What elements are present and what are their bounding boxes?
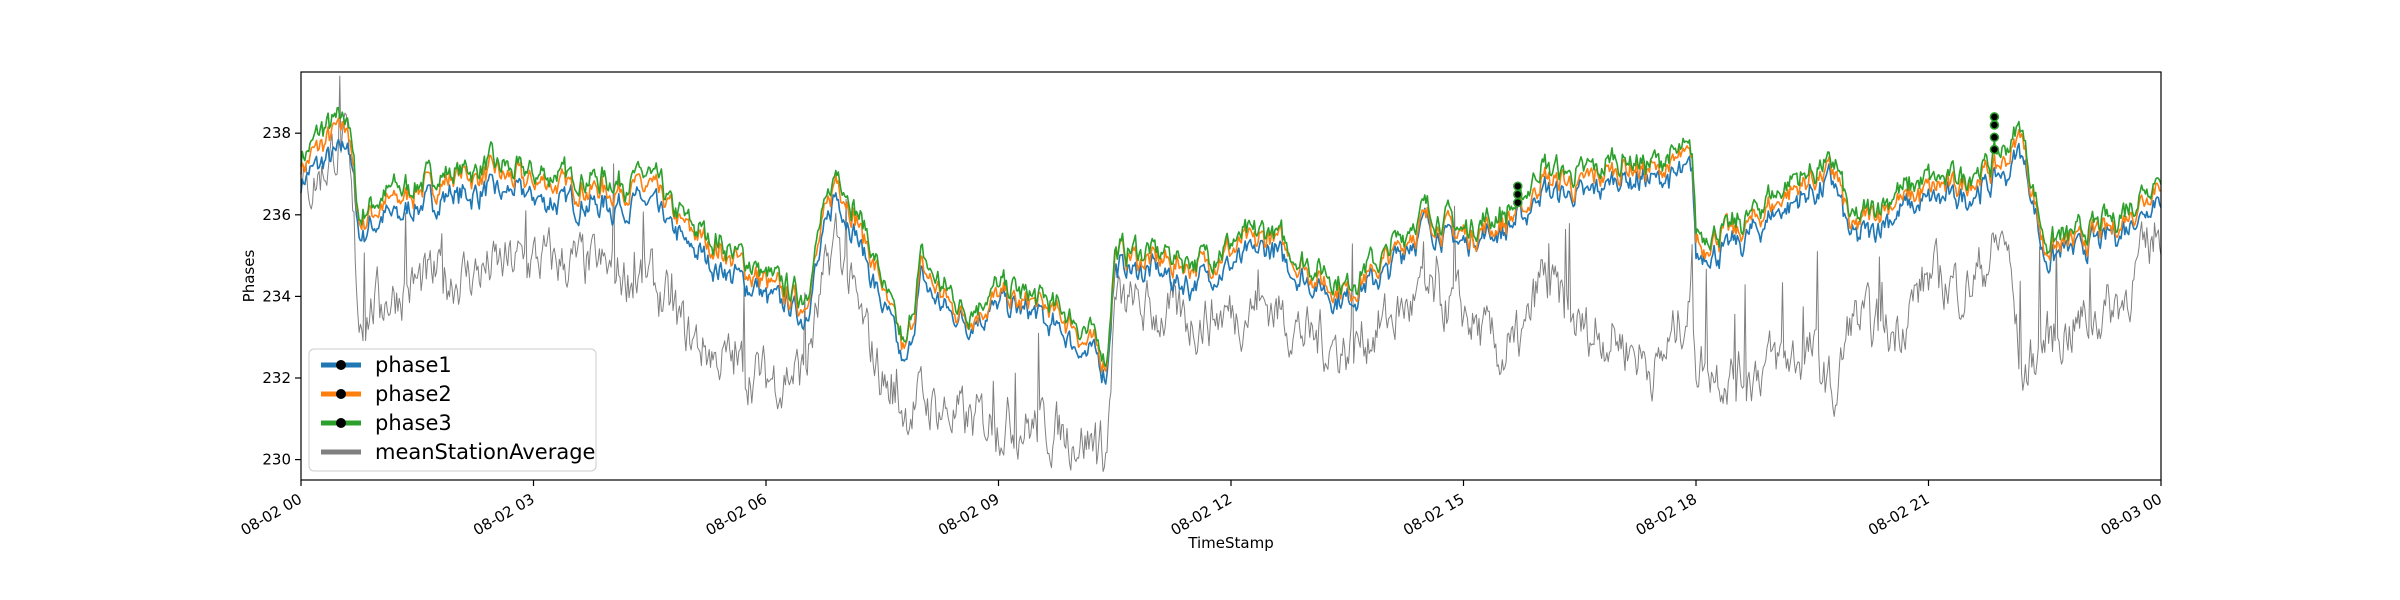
legend-marker xyxy=(336,360,346,370)
legend: phase1 phase2 phase3 meanStationAverage xyxy=(308,348,597,472)
data-marker xyxy=(1513,181,1523,191)
x-tick-label: 08-02 21 xyxy=(1865,490,1932,539)
legend-label-phase2: phase2 xyxy=(375,382,452,406)
data-marker xyxy=(1513,189,1523,200)
x-tick-label: 08-02 09 xyxy=(935,490,1002,539)
x-tick-label: 08-02 15 xyxy=(1400,490,1467,539)
legend-label-mean-station-average: meanStationAverage xyxy=(375,440,595,464)
legend-box xyxy=(308,348,597,472)
legend-label-phase1: phase1 xyxy=(375,353,452,377)
y-tick-label: 238 xyxy=(262,124,291,142)
data-marker xyxy=(1989,112,2000,122)
legend-marker xyxy=(336,418,346,428)
legend-marker xyxy=(336,389,346,399)
y-tick-label: 236 xyxy=(262,206,291,224)
x-tick-label: 08-02 00 xyxy=(238,490,305,539)
series-line-phase3 xyxy=(300,106,2162,368)
data-marker xyxy=(1989,120,2000,130)
data-marker xyxy=(1989,144,2000,155)
data-marker xyxy=(1513,197,1523,208)
y-tick-label: 230 xyxy=(262,451,291,469)
data-marker xyxy=(1989,132,2000,143)
x-tick-label: 08-03 00 xyxy=(2098,490,2165,539)
x-tick-label: 08-02 03 xyxy=(470,490,537,539)
y-tick-label: 232 xyxy=(262,369,291,387)
series-line-phase2 xyxy=(300,117,2162,373)
plot-background xyxy=(301,72,2161,480)
y-axis: 230 232 234 236 238 xyxy=(262,124,301,469)
series-line-mean-station-average xyxy=(300,75,2162,472)
series-line-phase1 xyxy=(300,138,2162,385)
x-tick-label: 08-02 06 xyxy=(703,490,770,539)
y-tick-label: 234 xyxy=(262,287,291,305)
x-axis-label: TimeStamp xyxy=(1187,534,1273,552)
markers-group xyxy=(1513,112,2000,208)
y-axis-label: Phases xyxy=(240,250,258,303)
x-tick-label: 08-02 12 xyxy=(1168,490,1235,539)
series-group xyxy=(300,75,2162,472)
x-axis: 08-02 00 08-02 03 08-02 06 08-02 09 08-02 12… xyxy=(238,480,2165,539)
legend-label-phase3: phase3 xyxy=(375,411,452,435)
x-tick-label: 08-02 18 xyxy=(1633,490,1700,539)
